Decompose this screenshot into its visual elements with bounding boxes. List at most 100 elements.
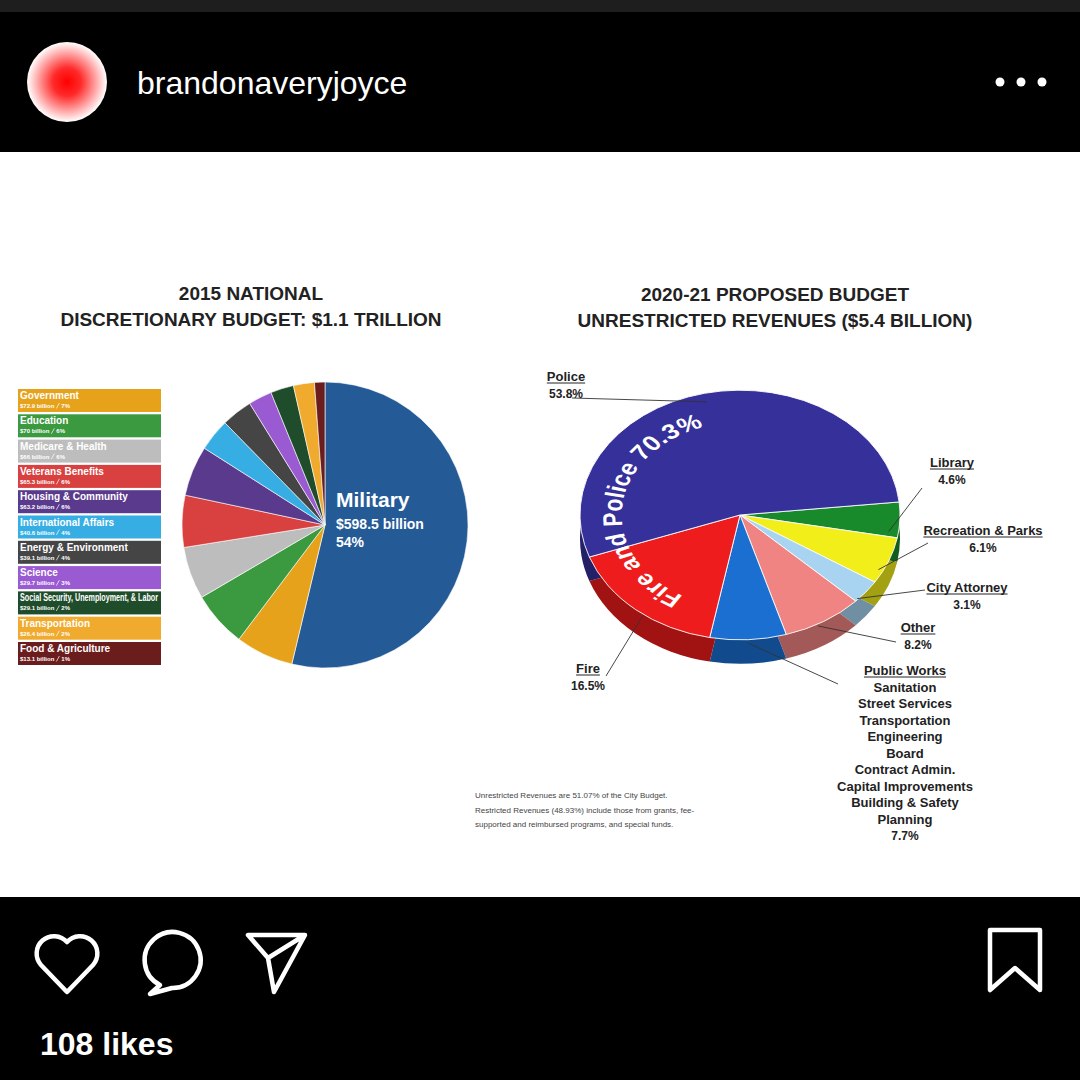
footnote: supported and reimbursed programs, and s…	[475, 820, 673, 829]
legend-separator	[56, 530, 59, 536]
legend-label: Medicare & Health	[20, 441, 107, 452]
leader-line	[889, 488, 922, 532]
legend-value: $70 billion	[20, 428, 50, 434]
background	[0, 0, 1080, 1080]
slice-detail: Board	[886, 746, 924, 761]
legend-label: International Affairs	[20, 517, 115, 528]
save-button[interactable]	[990, 930, 1040, 990]
legend-swatch	[18, 591, 161, 614]
legend-percent: 4%	[61, 530, 70, 536]
legend-percent: 6%	[61, 504, 70, 510]
data-label: $598.5 billion	[336, 516, 424, 532]
legend-separator	[56, 403, 59, 409]
legend-separator	[56, 605, 59, 611]
post-image	[0, 152, 1080, 897]
legend-percent: 2%	[61, 631, 70, 637]
legend-value: $39.1 billion	[20, 555, 55, 561]
legend-value: $66 billion	[20, 454, 50, 460]
more-button[interactable]	[996, 78, 1005, 87]
username[interactable]: brandonaveryjoyce	[137, 65, 407, 101]
legend-percent: 2%	[61, 605, 70, 611]
legend-percent: 1%	[61, 656, 70, 662]
legend-percent: 6%	[56, 454, 65, 460]
slice-detail: Street Services	[858, 696, 952, 711]
slice-detail: Contract Admin.	[855, 762, 956, 777]
chart-title: UNRESTRICTED REVENUES ($5.4 BILLION)	[578, 310, 973, 331]
legend-label: Social Security, Unemployment, & Labor	[20, 592, 158, 603]
plot-area	[580, 390, 900, 664]
data-label: 7.7%	[891, 829, 919, 843]
legend-value: $72.9 billion	[20, 403, 55, 409]
like-button[interactable]	[37, 936, 98, 992]
legend-label: Transportation	[20, 618, 90, 629]
label-underline	[864, 677, 946, 678]
slice-detail: Engineering	[867, 729, 942, 744]
chart-left: 2015 NATIONALDISCRETIONARY BUDGET: $1.1 …	[18, 283, 468, 668]
leader-line	[572, 398, 707, 402]
screenshot: brandonaveryjoyce 108 likes 2015 NATIONALD…	[0, 0, 1080, 1080]
label-underline	[930, 469, 974, 470]
leader-line	[818, 626, 896, 642]
share-button[interactable]	[248, 935, 305, 992]
slice-detail: Building & Safety	[851, 795, 959, 810]
legend-label: Veterans Benefits	[20, 466, 104, 477]
chart-right: 2020-21 PROPOSED BUDGETUNRESTRICTED REVE…	[475, 284, 1043, 843]
legend-swatch	[18, 642, 161, 665]
legend-percent: 3%	[61, 580, 70, 586]
legend-swatch	[18, 617, 161, 640]
legend-swatch	[18, 414, 161, 437]
slice-label: City Attorney	[926, 580, 1008, 595]
data-label: 3.1%	[953, 598, 981, 612]
legend-value: $65.3 billion	[20, 479, 55, 485]
slice-detail: Sanitation	[874, 680, 937, 695]
legend-value: $40.6 billion	[20, 530, 55, 536]
slice-label: Library	[930, 455, 975, 470]
comment-button[interactable]	[145, 932, 201, 994]
slice-label: Public Works	[864, 663, 946, 678]
pie-slice	[293, 382, 325, 525]
legend-label: Energy & Environment	[20, 542, 128, 553]
data-label: 6.1%	[969, 541, 997, 555]
legend-separator	[56, 631, 59, 637]
slice-detail: Transportation	[859, 713, 950, 728]
legend-value: $63.2 billion	[20, 504, 55, 510]
legend-separator	[56, 504, 59, 510]
slice-label: Recreation & Parks	[923, 523, 1042, 538]
leader-line	[748, 643, 838, 684]
legend-value: $26.4 billion	[20, 631, 55, 637]
legend-label: Housing & Community	[20, 491, 128, 502]
more-button[interactable]	[1038, 78, 1047, 87]
slice-detail: Planning	[878, 812, 933, 827]
top-strip	[0, 0, 1080, 12]
legend-value: $29.1 billion	[20, 605, 55, 611]
label-underline	[547, 383, 585, 384]
legend-swatch	[18, 490, 161, 513]
avatar[interactable]	[27, 42, 107, 122]
legend-value: $13.1 billion	[20, 656, 55, 662]
more-button[interactable]	[1017, 78, 1026, 87]
likes-count: 108 likes	[40, 1026, 173, 1062]
label-underline	[923, 537, 1042, 538]
legend-swatch	[18, 440, 161, 463]
leader-line	[606, 615, 643, 676]
legend-swatch	[18, 465, 161, 488]
label-underline	[576, 675, 600, 676]
legend-swatch	[18, 516, 161, 539]
legend-percent: 4%	[61, 555, 70, 561]
annotation: Fire and Police 70.3%	[597, 409, 706, 612]
label-underline	[926, 594, 1007, 595]
legend-separator	[51, 428, 54, 434]
slice-label: Other	[901, 620, 936, 635]
footnote: Unrestricted Revenues are 51.07% of the …	[475, 791, 668, 800]
legend-label: Education	[20, 415, 68, 426]
chart-title: 2015 NATIONAL	[179, 283, 324, 304]
leader-line	[878, 543, 928, 570]
label-underline	[901, 634, 936, 635]
data-label: 4.6%	[938, 473, 966, 487]
legend-percent: 6%	[61, 479, 70, 485]
legend-separator	[56, 580, 59, 586]
data-label: 54%	[336, 534, 365, 550]
legend-value: $29.7 billion	[20, 580, 55, 586]
legend-label: Government	[20, 390, 80, 401]
plot-area	[182, 382, 468, 668]
